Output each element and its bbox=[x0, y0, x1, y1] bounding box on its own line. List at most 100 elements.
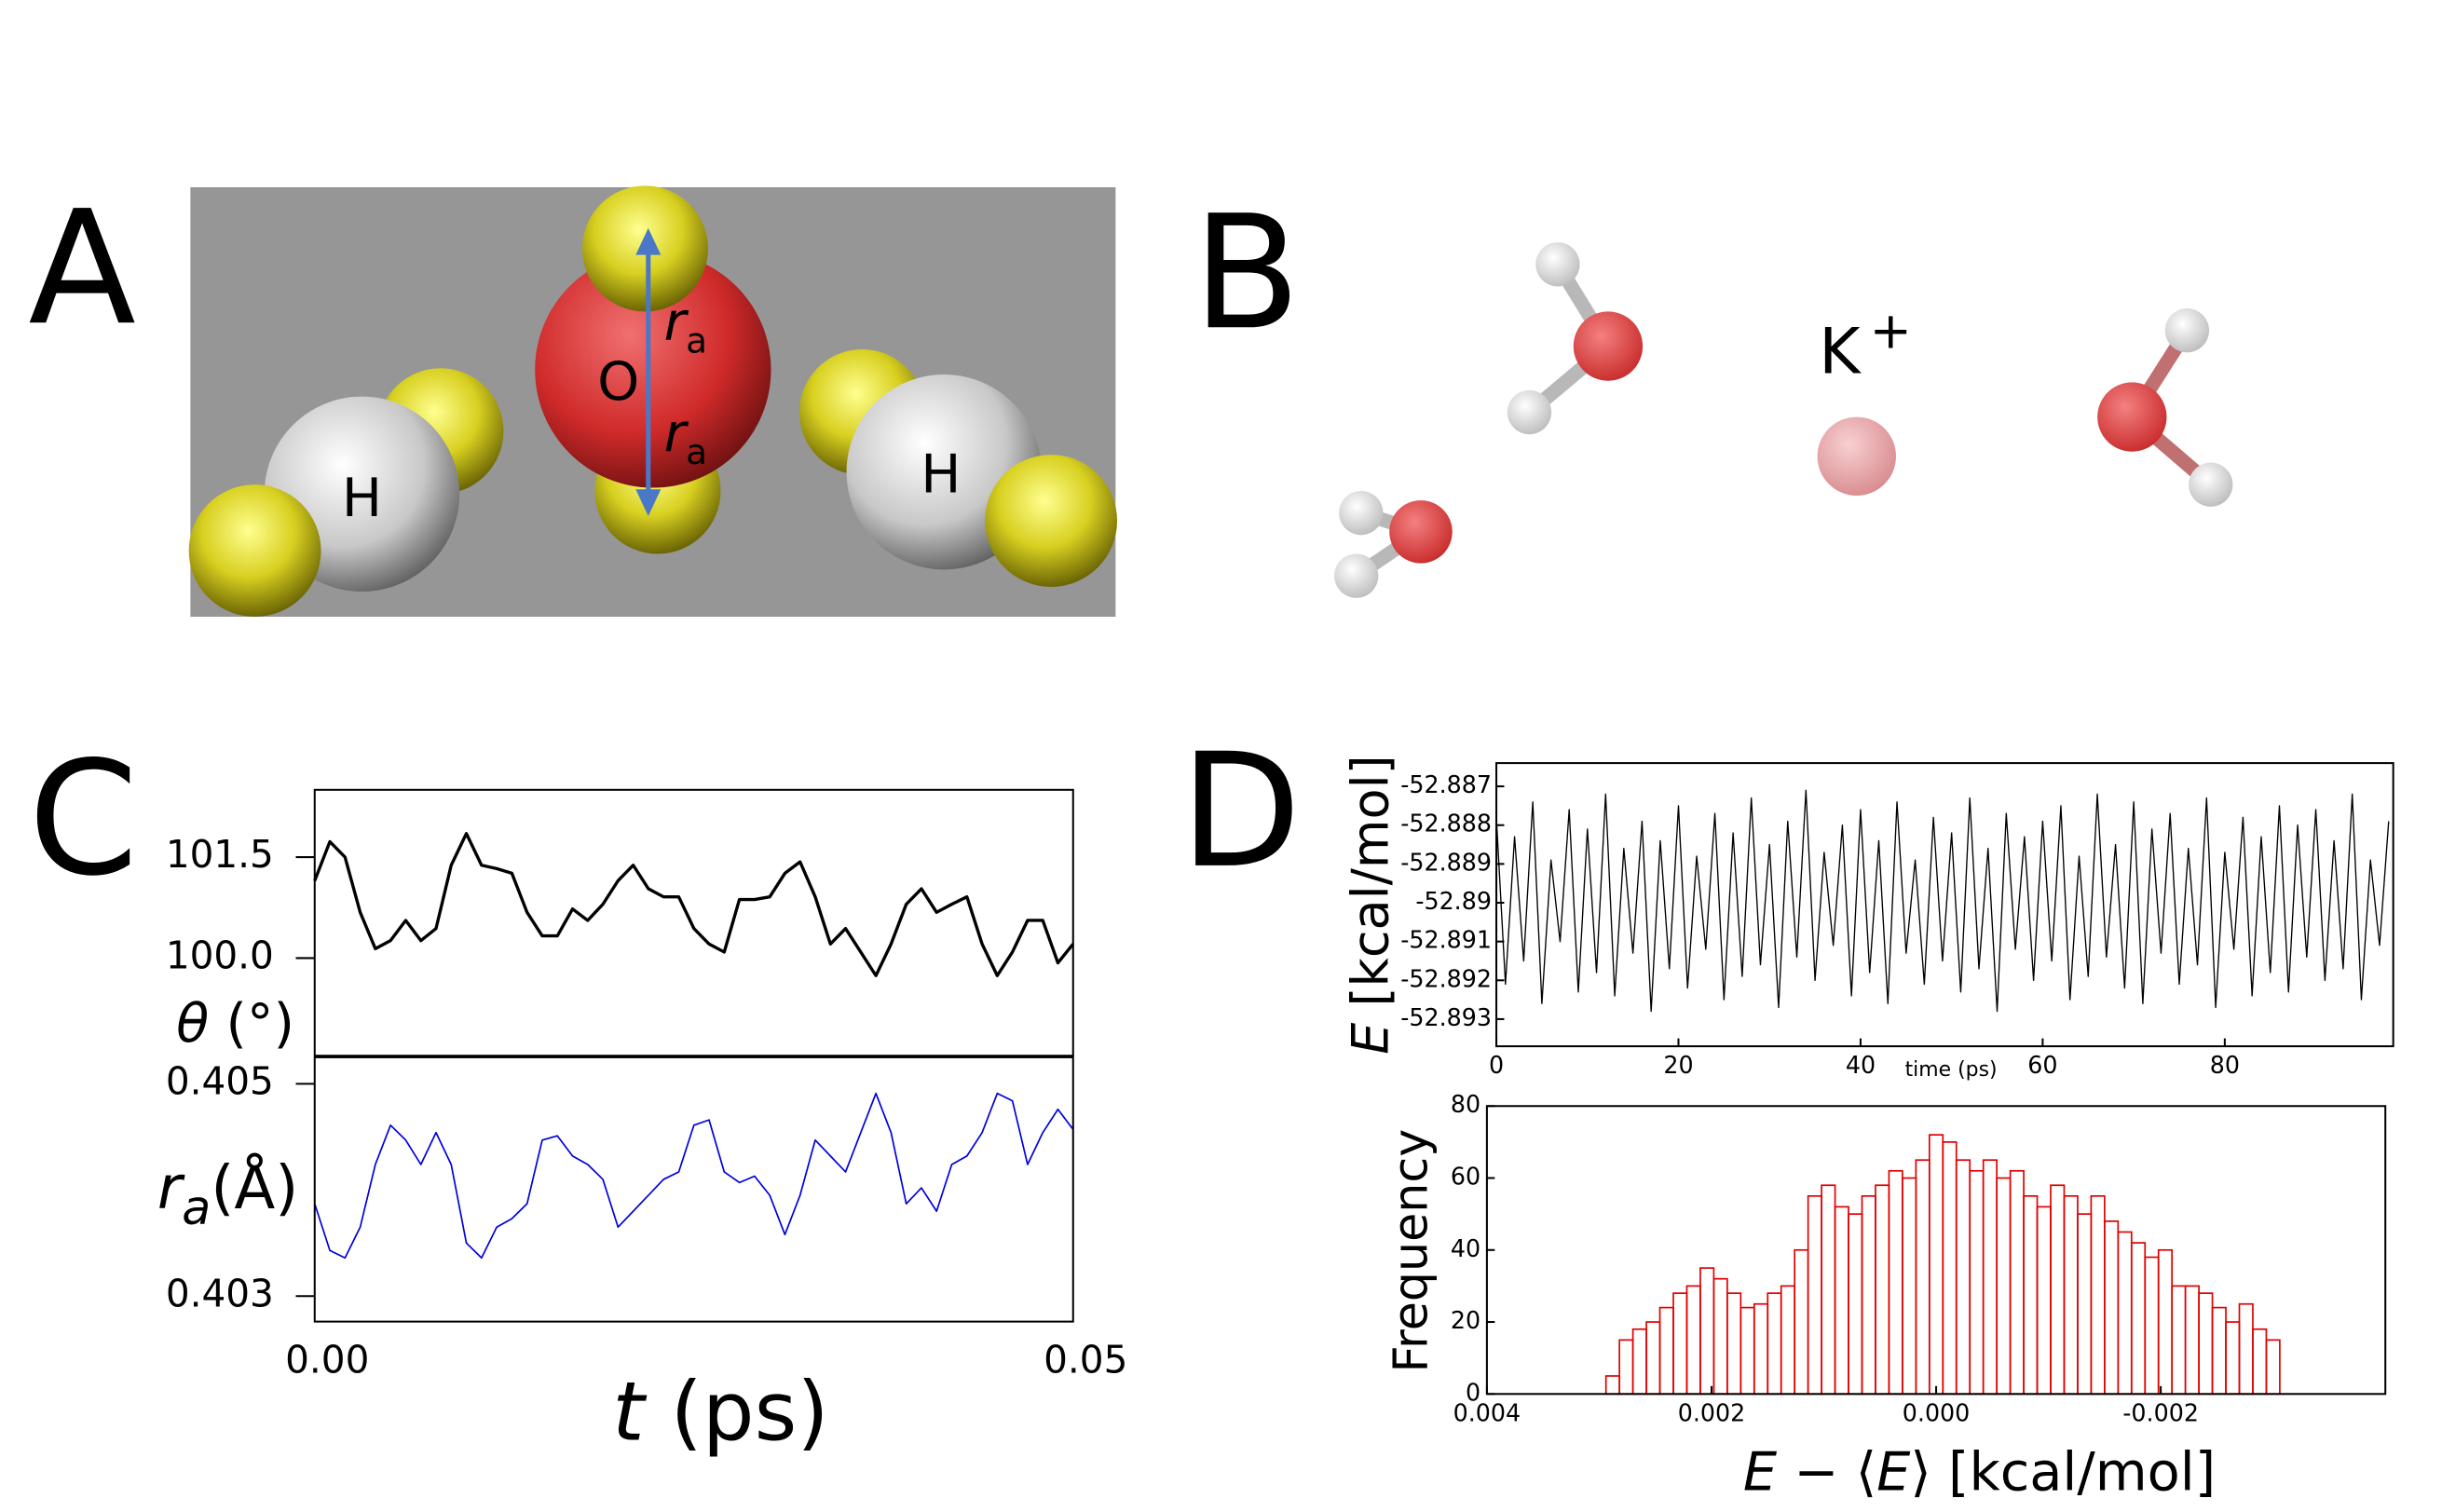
bar bbox=[1861, 1194, 1876, 1396]
y-axis-label: Frequency bbox=[1384, 1129, 1439, 1373]
atom bbox=[1535, 242, 1580, 287]
bar bbox=[1996, 1177, 2012, 1396]
y-tick-label: 40 bbox=[1451, 1234, 1480, 1262]
y-axis-label: ra(Å) bbox=[157, 1152, 298, 1235]
unit: (ps) bbox=[645, 1363, 829, 1459]
panel-label: B bbox=[1193, 181, 1301, 364]
panel-labels: A B C D bbox=[28, 176, 1301, 910]
panel-a: H O H ra ra bbox=[188, 185, 1118, 618]
bar bbox=[1767, 1292, 1782, 1396]
x-tick-label: 20 bbox=[1663, 1051, 1693, 1079]
y-tick-label: 0.405 bbox=[166, 1058, 274, 1103]
bar bbox=[2063, 1194, 2079, 1396]
x-tick-label: 0 bbox=[1489, 1051, 1504, 1079]
bar bbox=[2036, 1206, 2052, 1396]
y-tick-label: -52.891 bbox=[1400, 926, 1492, 954]
line bbox=[313, 832, 1075, 977]
plot-frame bbox=[1495, 762, 2394, 1048]
symbol: θ bbox=[176, 992, 209, 1055]
x-axis-label: E − ⟨E⟩ [kcal/mol] bbox=[1743, 1440, 2216, 1503]
y-tick-label: 0 bbox=[1466, 1378, 1480, 1406]
symbol: r bbox=[157, 1153, 185, 1223]
bar bbox=[1955, 1159, 1971, 1396]
y-tick-label: -52.888 bbox=[1400, 810, 1492, 838]
bar bbox=[1685, 1285, 1701, 1396]
bar bbox=[2252, 1328, 2268, 1396]
panel-label: A bbox=[28, 176, 136, 360]
bar bbox=[1712, 1277, 1728, 1396]
atom-label: H bbox=[921, 443, 961, 506]
bar bbox=[1672, 1292, 1688, 1396]
bar bbox=[1645, 1321, 1661, 1396]
atom bbox=[2164, 308, 2210, 353]
y-tick-label: 100.0 bbox=[166, 933, 274, 977]
bar bbox=[2225, 1321, 2241, 1396]
bar bbox=[2050, 1184, 2066, 1396]
unit: (Å) bbox=[211, 1152, 298, 1223]
bar bbox=[2144, 1256, 2160, 1396]
atom bbox=[1507, 389, 1552, 435]
y-tick-label: 0.403 bbox=[166, 1271, 274, 1315]
x-tick-label: 0.004 bbox=[1453, 1398, 1521, 1426]
bar bbox=[1658, 1306, 1674, 1396]
bar bbox=[1618, 1339, 1634, 1396]
bar bbox=[1915, 1159, 1930, 1396]
subscript: a bbox=[686, 320, 707, 361]
x-tick-label: 40 bbox=[1846, 1051, 1876, 1079]
bar bbox=[1699, 1267, 1715, 1396]
panel-label: C bbox=[28, 727, 138, 910]
bar bbox=[2077, 1213, 2093, 1396]
y-tick-label: -52.89 bbox=[1415, 887, 1492, 915]
bar bbox=[1753, 1302, 1769, 1396]
site bbox=[985, 455, 1118, 587]
bar bbox=[2157, 1248, 2174, 1396]
ion bbox=[1817, 416, 1896, 497]
bar bbox=[1604, 1375, 1620, 1396]
x-tick-label: 0.00 bbox=[285, 1338, 369, 1383]
atom bbox=[2097, 382, 2167, 452]
distance-label: ra bbox=[664, 402, 707, 473]
y-tick-label: -52.893 bbox=[1400, 1003, 1492, 1031]
axis-labels: θ (°) ra(Å) t (ps) time (ps) E [kcal/mol… bbox=[157, 755, 2216, 1503]
bar bbox=[1942, 1141, 1958, 1396]
site bbox=[188, 484, 321, 618]
plot-frame bbox=[1485, 1105, 2387, 1396]
y-tick-label: 20 bbox=[1451, 1306, 1480, 1334]
bar bbox=[2171, 1285, 2187, 1396]
distance-label: ra bbox=[664, 291, 707, 361]
symbol: K bbox=[1819, 314, 1862, 388]
x-tick-label: 0.002 bbox=[1678, 1398, 1746, 1426]
bar bbox=[2023, 1194, 2039, 1396]
subscript: a bbox=[182, 1180, 211, 1235]
atom bbox=[2189, 462, 2233, 507]
bar bbox=[2130, 1242, 2147, 1396]
bar bbox=[1875, 1184, 1890, 1396]
bar bbox=[2184, 1285, 2200, 1396]
unit: [kcal/mol] bbox=[1342, 755, 1400, 1022]
y-tick-label: -52.889 bbox=[1400, 848, 1492, 876]
x-axis-label: t (ps) bbox=[612, 1363, 828, 1459]
unit: ⟩ [kcal/mol] bbox=[1910, 1440, 2216, 1503]
bar bbox=[1834, 1206, 1849, 1396]
bar bbox=[1631, 1328, 1647, 1396]
y-tick-label: -52.892 bbox=[1400, 964, 1492, 992]
atom-label: H bbox=[342, 467, 382, 529]
x-tick-label: 80 bbox=[2210, 1051, 2240, 1079]
x-tick-label: 60 bbox=[2027, 1051, 2057, 1079]
bar bbox=[1888, 1169, 1903, 1396]
bar bbox=[2211, 1306, 2227, 1396]
atom bbox=[1573, 311, 1644, 381]
atom bbox=[1389, 500, 1453, 564]
y-tick-label: 60 bbox=[1451, 1163, 1480, 1191]
x-axis-label: time (ps) bbox=[1905, 1058, 1998, 1082]
line bbox=[313, 1092, 1074, 1260]
y-tick-label: -52.887 bbox=[1400, 770, 1492, 798]
line bbox=[1495, 789, 2390, 1013]
y-tick-label: 101.5 bbox=[166, 832, 274, 877]
bar bbox=[2198, 1292, 2214, 1396]
charge: + bbox=[1870, 301, 1912, 360]
bar bbox=[2265, 1339, 2281, 1396]
symbol: t bbox=[612, 1363, 648, 1459]
panel-label: D bbox=[1180, 719, 1302, 903]
